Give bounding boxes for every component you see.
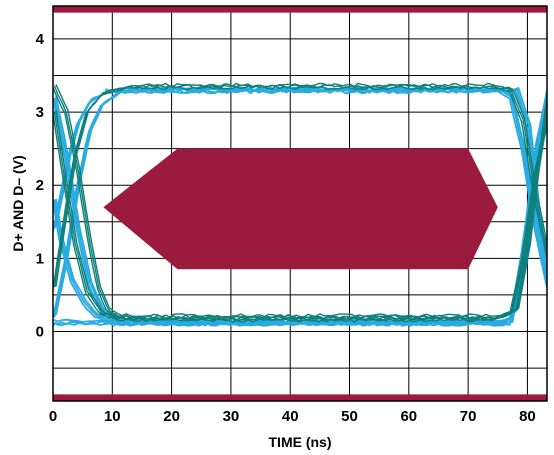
signal-traces xyxy=(53,82,547,327)
x-tick-label: 20 xyxy=(163,408,180,425)
x-tick-label: 0 xyxy=(49,408,57,425)
top-mask xyxy=(53,6,547,13)
mask-regions xyxy=(53,6,547,401)
signal-trace xyxy=(55,82,547,287)
x-tick-label: 40 xyxy=(282,408,299,425)
y-tick-label: 0 xyxy=(36,324,44,341)
x-axis-title: TIME (ns) xyxy=(269,434,332,450)
x-tick-label: 60 xyxy=(400,408,417,425)
y-axis-title: D+ AND D– (V) xyxy=(10,155,26,251)
y-tick-label: 2 xyxy=(36,177,44,194)
y-tick-label: 4 xyxy=(36,31,45,48)
tick-labels: 0 10 20 30 40 50 60 70 80 0 1 2 3 4 xyxy=(36,31,536,425)
x-tick-label: 10 xyxy=(104,408,121,425)
center-mask xyxy=(103,148,498,270)
plot-frame xyxy=(52,5,548,402)
x-tick-label: 70 xyxy=(460,408,477,425)
x-tick-label: 50 xyxy=(341,408,358,425)
x-tick-label: 30 xyxy=(223,408,240,425)
signal-trace xyxy=(53,87,547,318)
x-tick-label: 80 xyxy=(519,408,536,425)
signal-trace xyxy=(53,98,547,327)
y-tick-label: 1 xyxy=(36,250,44,267)
y-tick-label: 3 xyxy=(36,104,44,121)
signal-trace xyxy=(55,84,547,318)
bottom-mask xyxy=(53,394,547,401)
